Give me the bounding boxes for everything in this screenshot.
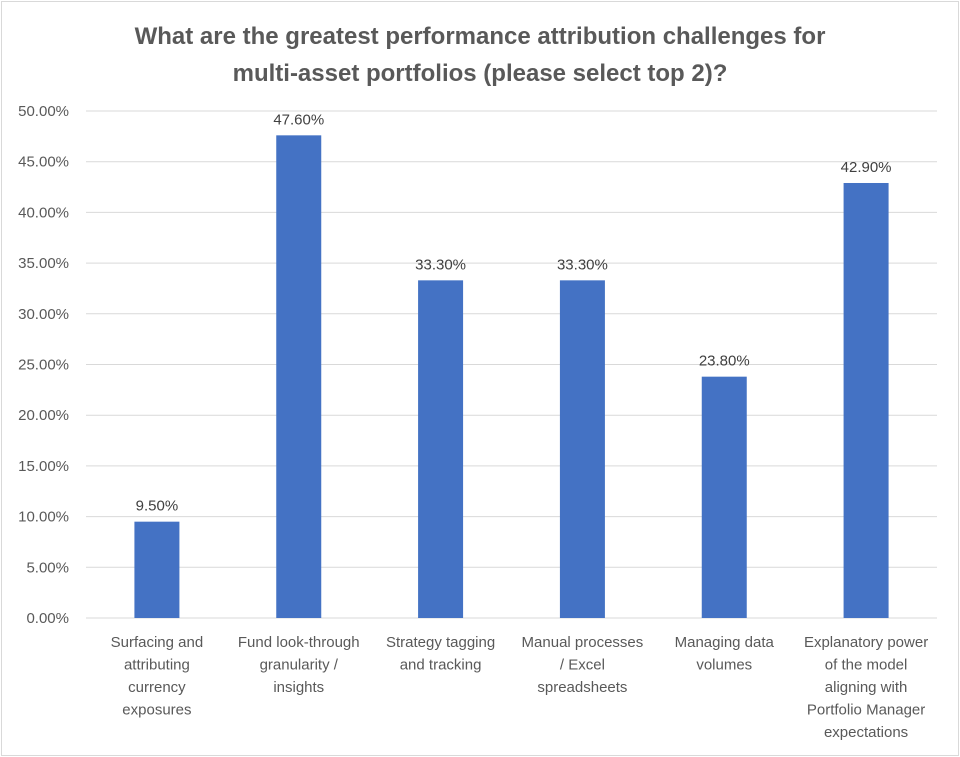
y-tick-label: 20.00% (18, 407, 69, 424)
x-category-label: Surfacing and (111, 634, 204, 651)
bar (418, 280, 464, 618)
y-tick-label: 45.00% (18, 154, 69, 171)
x-category-label: Managing data (675, 634, 775, 651)
y-tick-label: 35.00% (18, 255, 69, 272)
x-category-label: aligning with (825, 679, 908, 696)
x-category-label: Explanatory power (804, 634, 928, 651)
y-tick-label: 30.00% (18, 306, 69, 323)
y-tick-label: 40.00% (18, 204, 69, 221)
data-label: 33.30% (415, 256, 466, 273)
x-category-label: granularity / (260, 657, 339, 674)
x-category-label: of the model (825, 657, 908, 674)
y-tick-label: 50.00% (18, 103, 69, 120)
x-category-label: Strategy tagging (386, 634, 495, 651)
bar (559, 280, 605, 618)
y-tick-label: 5.00% (26, 559, 69, 576)
chart-title-line-2: multi-asset portfolios (please select to… (233, 60, 728, 87)
x-category-label: currency (128, 679, 186, 696)
x-category-label: Manual processes (522, 634, 644, 651)
x-category-label: Portfolio Manager (807, 702, 925, 719)
x-category-label: spreadsheets (537, 679, 627, 696)
x-category-label: expectations (824, 724, 908, 741)
data-label: 47.60% (273, 111, 324, 128)
data-label: 23.80% (699, 353, 750, 370)
y-tick-label: 10.00% (18, 509, 69, 526)
x-category-label: / Excel (560, 657, 605, 674)
chart-title-line-1: What are the greatest performance attrib… (135, 23, 826, 50)
x-category-label: volumes (696, 657, 752, 674)
x-category-label: insights (273, 679, 324, 696)
x-category-label: and tracking (400, 657, 482, 674)
y-tick-label: 0.00% (26, 610, 69, 627)
x-category-label: exposures (122, 702, 191, 719)
y-tick-label: 15.00% (18, 458, 69, 475)
y-tick-label: 25.00% (18, 357, 69, 374)
bar (134, 521, 180, 618)
data-label: 33.30% (557, 256, 608, 273)
bar (276, 135, 322, 618)
bar (843, 182, 889, 618)
bar (701, 376, 747, 618)
data-label: 42.90% (841, 159, 892, 176)
x-category-label: Fund look-through (238, 634, 360, 651)
x-category-label: attributing (124, 657, 190, 674)
data-label: 9.50% (136, 498, 179, 515)
